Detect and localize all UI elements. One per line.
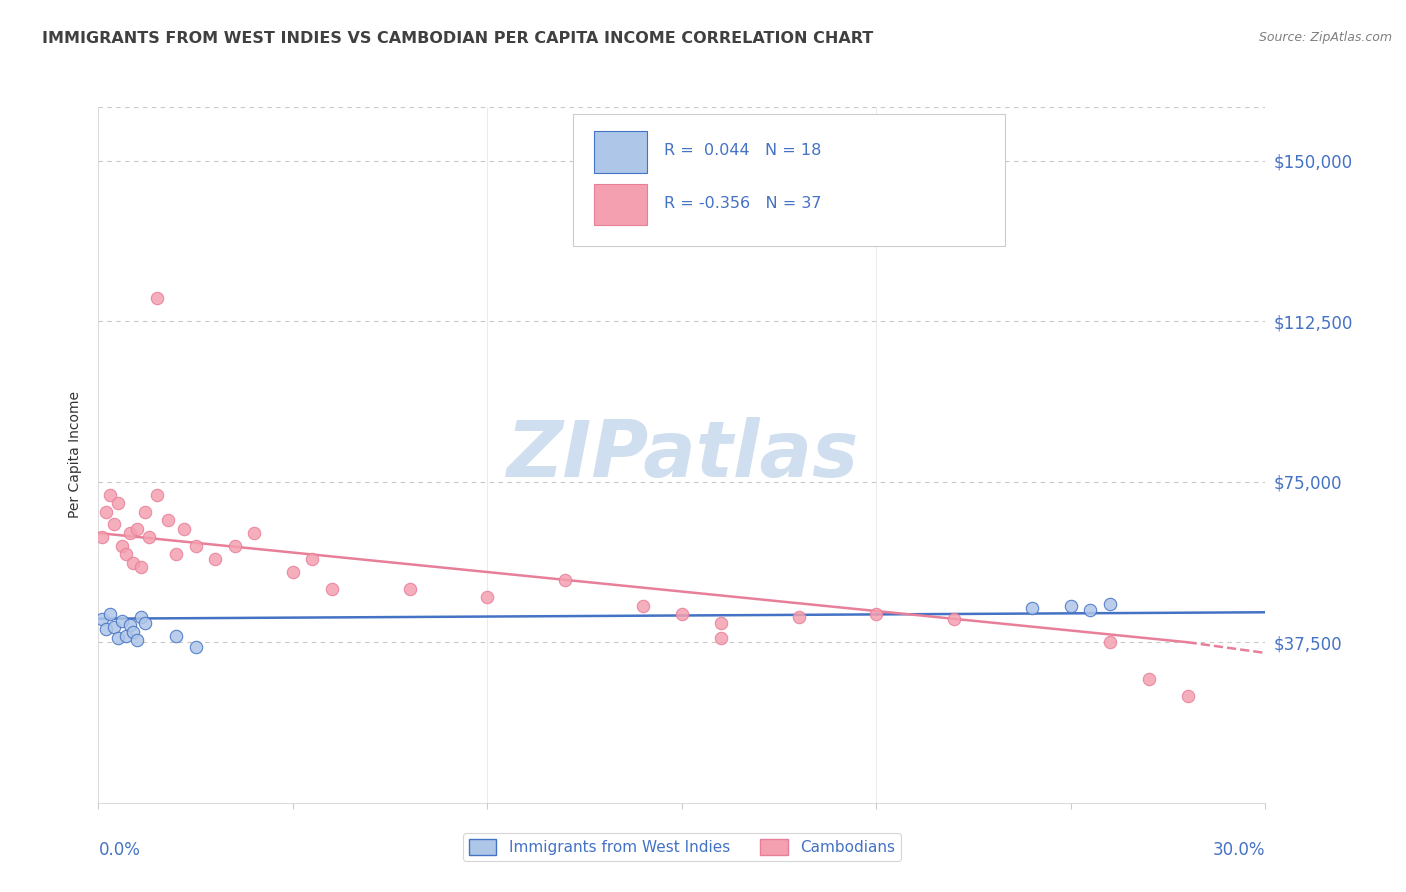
Text: R =  0.044   N = 18: R = 0.044 N = 18 xyxy=(665,144,821,159)
Point xyxy=(107,496,129,510)
Point xyxy=(111,539,134,553)
Point xyxy=(1177,689,1199,703)
Text: R = -0.356   N = 37: R = -0.356 N = 37 xyxy=(665,195,823,211)
Point xyxy=(146,487,169,501)
Point xyxy=(1060,599,1083,613)
Point xyxy=(281,565,304,579)
Point xyxy=(1080,603,1102,617)
Point xyxy=(122,556,145,570)
Point xyxy=(111,614,134,628)
Point xyxy=(321,582,343,596)
Point xyxy=(1021,601,1043,615)
Point xyxy=(118,526,141,541)
Point xyxy=(1137,672,1160,686)
Point xyxy=(138,530,160,544)
Point xyxy=(1098,597,1121,611)
FancyBboxPatch shape xyxy=(595,184,647,226)
Text: 0.0%: 0.0% xyxy=(98,841,141,859)
Point xyxy=(103,620,125,634)
Point xyxy=(91,612,114,626)
Text: 30.0%: 30.0% xyxy=(1213,841,1265,859)
Point xyxy=(96,505,118,519)
Point xyxy=(301,551,323,566)
Point xyxy=(710,615,733,630)
Text: IMMIGRANTS FROM WEST INDIES VS CAMBODIAN PER CAPITA INCOME CORRELATION CHART: IMMIGRANTS FROM WEST INDIES VS CAMBODIAN… xyxy=(42,31,873,46)
Point xyxy=(134,505,156,519)
Point xyxy=(787,609,810,624)
Point xyxy=(554,573,576,587)
Legend: Immigrants from West Indies, Cambodians: Immigrants from West Indies, Cambodians xyxy=(463,833,901,862)
Text: Source: ZipAtlas.com: Source: ZipAtlas.com xyxy=(1258,31,1392,45)
Point xyxy=(671,607,693,622)
Point xyxy=(165,629,187,643)
Point xyxy=(477,591,499,605)
Point xyxy=(146,291,169,305)
Point xyxy=(631,599,654,613)
Point xyxy=(398,582,420,596)
Point xyxy=(118,618,141,632)
Point xyxy=(165,548,187,562)
Point xyxy=(129,560,152,574)
Point xyxy=(127,522,149,536)
FancyBboxPatch shape xyxy=(574,114,1005,246)
FancyBboxPatch shape xyxy=(595,131,647,173)
Point xyxy=(98,607,121,622)
Point xyxy=(865,607,887,622)
Point xyxy=(107,631,129,645)
Point xyxy=(114,629,136,643)
Point xyxy=(184,539,207,553)
Point xyxy=(243,526,266,541)
Point xyxy=(157,513,180,527)
Point xyxy=(98,487,121,501)
Text: ZIPatlas: ZIPatlas xyxy=(506,417,858,493)
Point xyxy=(114,548,136,562)
Point xyxy=(173,522,195,536)
Point xyxy=(127,633,149,648)
Point xyxy=(96,623,118,637)
Point xyxy=(710,631,733,645)
Point xyxy=(129,609,152,624)
Point xyxy=(91,530,114,544)
Point xyxy=(122,624,145,639)
Point xyxy=(184,640,207,654)
Point xyxy=(943,612,966,626)
Point xyxy=(134,615,156,630)
Point xyxy=(103,517,125,532)
Point xyxy=(204,551,226,566)
Point xyxy=(224,539,246,553)
Y-axis label: Per Capita Income: Per Capita Income xyxy=(69,392,83,518)
Point xyxy=(1098,635,1121,649)
